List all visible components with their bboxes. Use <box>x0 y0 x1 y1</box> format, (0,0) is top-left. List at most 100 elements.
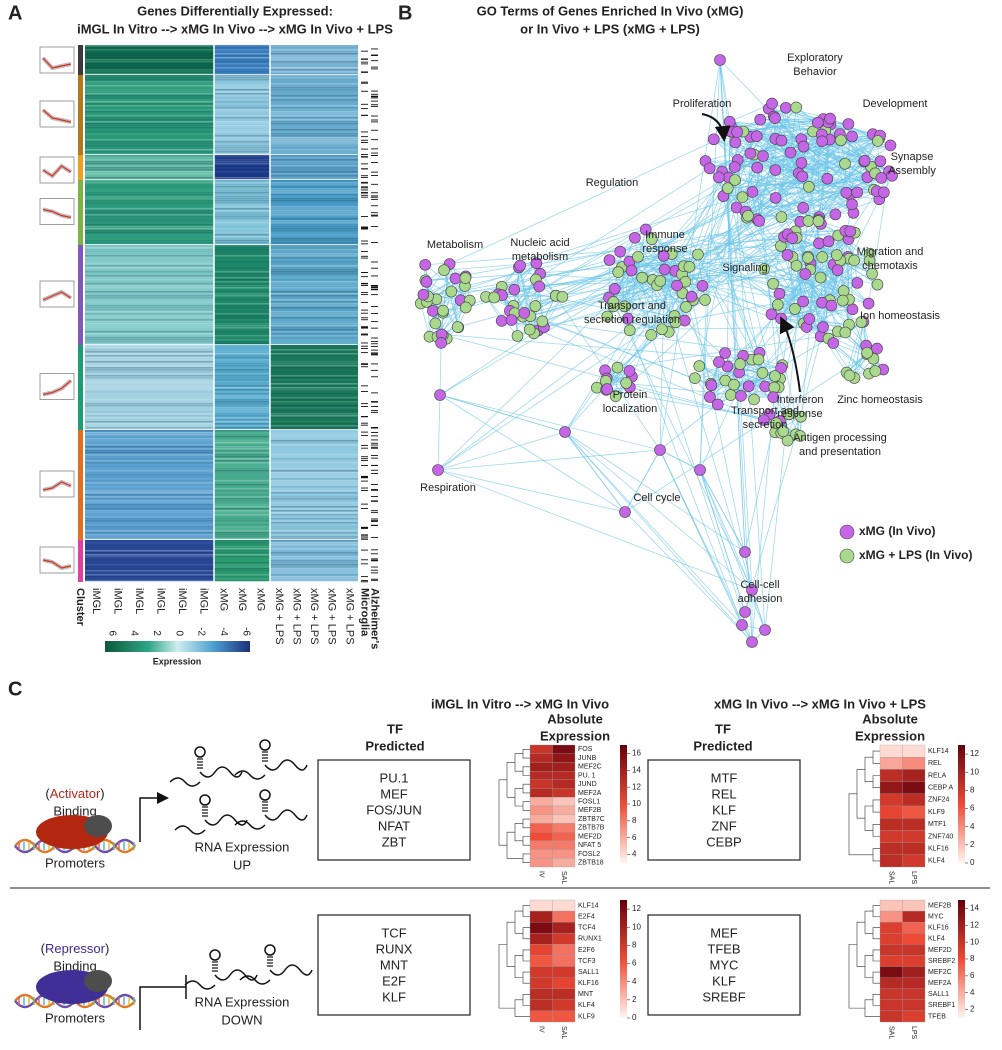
heatmap-row <box>85 373 214 375</box>
heatmap-row <box>214 357 270 359</box>
sample-label: LPS <box>910 1026 917 1040</box>
heatmap-row <box>85 456 214 458</box>
heatmap-row <box>214 399 270 401</box>
gene-label: ZBTB7C <box>578 816 605 823</box>
heatmap-row <box>85 508 214 510</box>
heatmap-row <box>85 343 214 345</box>
heatmap-row <box>85 245 214 247</box>
heatmap-row <box>214 508 270 510</box>
rna-label: RNA Expression <box>195 839 290 854</box>
node-lps <box>459 301 472 314</box>
cofactor-blob <box>84 815 112 837</box>
heatmap-row <box>214 133 270 135</box>
heatmap-row <box>85 395 214 397</box>
heatmap-cell <box>902 818 926 831</box>
heatmap-row <box>85 548 214 550</box>
network-edge <box>564 431 626 513</box>
heatmap-row <box>85 556 214 558</box>
heatmap-row <box>214 275 270 277</box>
heatmap-row <box>214 224 270 226</box>
legend-swatch <box>839 524 855 540</box>
heatmap-row <box>214 524 270 526</box>
heatmap-row <box>85 405 214 407</box>
mini-plot-trend <box>42 380 72 396</box>
node-xmg <box>704 391 716 403</box>
rna-tail <box>184 969 258 990</box>
tf-name: MEF <box>710 925 738 940</box>
heatmap-row <box>85 111 214 113</box>
heatmap-row <box>270 167 358 169</box>
heatmap-block <box>270 75 358 155</box>
tf-name: TFEB <box>707 941 740 956</box>
heatmap-row <box>85 359 214 361</box>
heatmap-block <box>214 180 270 245</box>
heatmap-row <box>85 540 214 542</box>
heatmap-row <box>85 474 214 476</box>
heatmap-row <box>270 556 358 558</box>
gene-label: TFEB <box>928 1013 946 1020</box>
node-lps <box>855 316 868 328</box>
heatmap-row <box>270 269 358 271</box>
repression-bar <box>139 975 187 1030</box>
heatmap-row <box>270 175 358 177</box>
heatmap-row <box>85 522 214 524</box>
sample-label: LPS <box>910 871 917 885</box>
heatmap-row <box>85 468 214 470</box>
network-label: Cell-cell <box>740 579 779 591</box>
heatmap-row <box>214 393 270 395</box>
heatmap-row <box>85 271 214 273</box>
heatmap-row <box>85 484 214 486</box>
heatmap-row <box>85 309 214 311</box>
heatmap-row <box>214 117 270 119</box>
heatmap-row <box>85 143 214 145</box>
heatmap-row <box>85 450 214 452</box>
heatmap-row <box>270 202 358 204</box>
heatmap-row <box>214 434 270 436</box>
heatmap-row <box>270 271 358 273</box>
mini-plot-trend <box>42 109 72 123</box>
heatmap-row <box>214 361 270 363</box>
heatmap-row <box>270 155 358 157</box>
heatmap-row <box>85 287 214 289</box>
heatmap-row <box>85 59 214 61</box>
heatmap-row <box>85 419 214 421</box>
node-xmg <box>781 249 794 261</box>
heatmap-row <box>85 135 214 137</box>
heatmap-row <box>270 325 358 327</box>
heatmap-row <box>270 327 358 329</box>
heatmap-block <box>214 345 270 430</box>
gene-label: MEF2A <box>928 980 952 987</box>
network-edge <box>735 142 803 177</box>
node-lps <box>488 291 500 304</box>
heatmap-row <box>85 194 214 196</box>
heatmap-row <box>85 155 214 157</box>
heatmap-row <box>270 115 358 117</box>
heatmap-row <box>270 520 358 522</box>
gene-label: CEBP A <box>928 785 953 792</box>
node-lps <box>645 329 657 341</box>
heatmap-row <box>214 313 270 315</box>
dendrogram <box>522 993 530 1006</box>
heatmap-row <box>270 524 358 526</box>
gene-label: KLF14 <box>928 748 949 755</box>
heatmap-cell <box>529 805 553 815</box>
comparison-title: iMGL In Vitro --> xMG In Vivo <box>431 696 609 711</box>
heatmap-row <box>214 496 270 498</box>
heatmap-row <box>214 271 270 273</box>
network-label: chemotaxis <box>862 260 918 272</box>
heatmap-row <box>270 313 358 315</box>
network-edge <box>659 59 721 451</box>
dendrogram <box>522 818 530 829</box>
heatmap-cell <box>552 779 576 789</box>
heatmap-row <box>214 315 270 317</box>
heatmap-row <box>214 95 270 97</box>
heatmap-cell <box>552 805 576 815</box>
gene-label: PU. 1 <box>578 772 596 779</box>
proliferation-arrow <box>701 113 731 142</box>
node-xmg <box>784 146 797 159</box>
heatmap-row <box>85 97 214 99</box>
network-label: Nucleic acid <box>510 237 569 249</box>
heatmap-row <box>270 204 358 206</box>
heatmap-row <box>214 403 270 405</box>
heatmap-cell <box>902 769 926 782</box>
